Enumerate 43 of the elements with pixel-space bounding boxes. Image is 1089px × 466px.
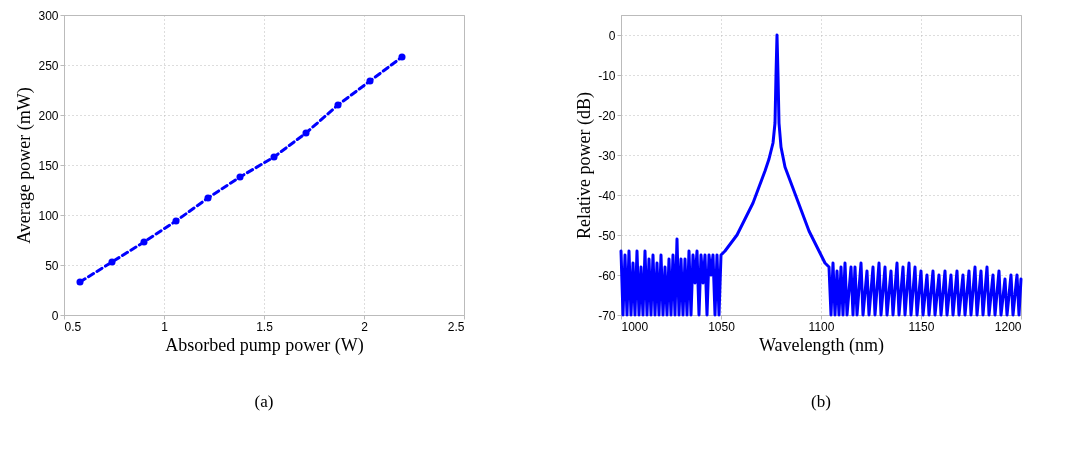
x-tick-label: 2.5 (447, 319, 465, 334)
y-tick-label: -20 (598, 108, 616, 123)
y-tick-label: -50 (598, 228, 616, 243)
y-tick-label: -40 (598, 188, 616, 203)
x-tick-label: 1000 (621, 319, 649, 334)
x-tick-label: 1.5 (256, 319, 274, 334)
y-tick-label: 100 (38, 208, 59, 223)
x-tick-label: 1100 (808, 319, 835, 334)
x-tick-label: 0.5 (64, 319, 82, 334)
point (172, 217, 180, 225)
point (76, 278, 84, 286)
x-tick-label: 1150 (908, 319, 935, 334)
point (270, 153, 278, 161)
point (302, 129, 310, 137)
y-tick-label: -30 (598, 148, 616, 163)
line-series (619, 33, 1023, 317)
y-axis-title: Average power (mW) (14, 87, 36, 244)
y-tick-label: 150 (38, 158, 59, 173)
point (236, 173, 244, 181)
x-axis-title: Absorbed pump power (W) (165, 334, 364, 356)
x-tick-label: 2 (361, 319, 369, 334)
point (204, 194, 212, 202)
point (334, 101, 342, 109)
y-tick-label: 300 (38, 8, 59, 23)
point (398, 53, 406, 61)
y-tick-label: 200 (38, 108, 59, 123)
y-tick-label: 0 (51, 308, 59, 323)
y-tick-label: 250 (38, 58, 59, 73)
point (366, 77, 374, 85)
y-tick-label: 0 (608, 28, 616, 43)
point (108, 258, 116, 266)
point (140, 238, 148, 246)
x-tick-label: 1050 (708, 319, 736, 334)
y-axis-title: Relative power (dB) (574, 92, 596, 239)
y-tick-label: -60 (598, 268, 616, 283)
text: (a) (254, 392, 274, 411)
x-tick-label: 1200 (994, 319, 1022, 334)
y-tick-label: 50 (45, 258, 59, 273)
x-tick-label: 1 (161, 319, 169, 334)
y-tick-label: -10 (598, 68, 616, 83)
text: (b) (811, 392, 831, 411)
x-axis-title: Wavelength (nm) (758, 334, 885, 356)
y-tick-label: -70 (598, 308, 616, 323)
